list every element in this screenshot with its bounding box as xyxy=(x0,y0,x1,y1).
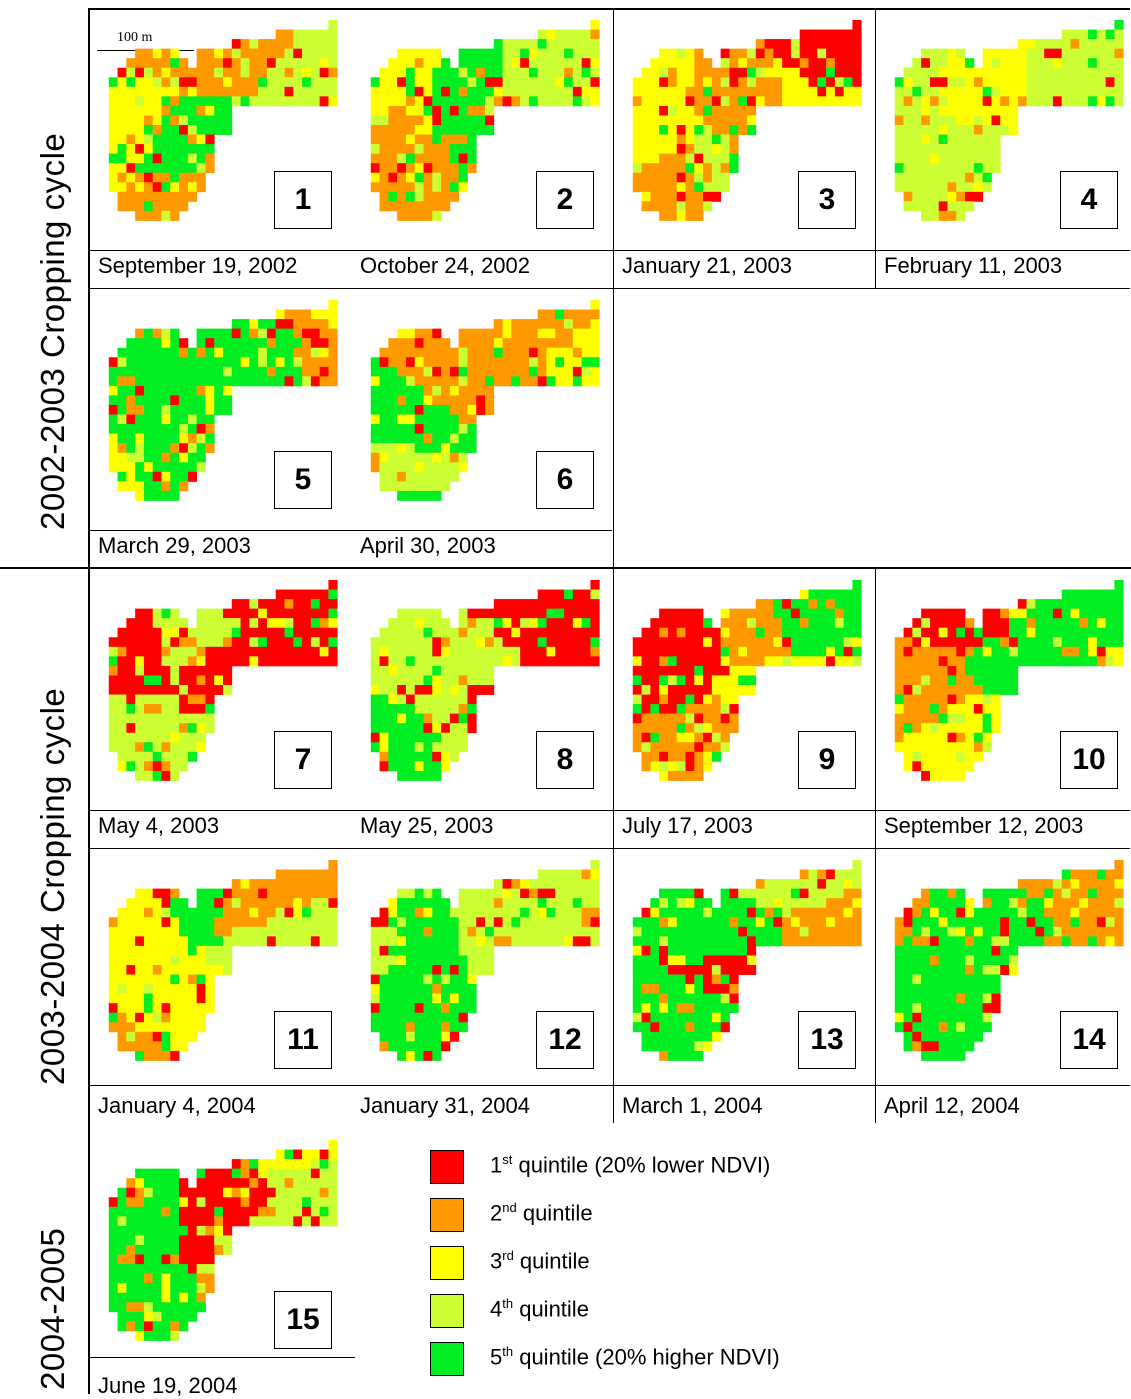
date-baseline xyxy=(89,1357,355,1358)
panel-number-3: 3 xyxy=(798,171,856,229)
legend-label-3: 3rd quintile xyxy=(490,1248,590,1274)
ndvi-map-10 xyxy=(894,580,1124,781)
panel-number-9: 9 xyxy=(798,731,856,789)
panel-date-11: January 4, 2004 xyxy=(98,1093,256,1118)
frame-top-line xyxy=(88,8,1130,10)
ndvi-map-5 xyxy=(108,300,338,501)
col-line xyxy=(613,288,614,567)
ndvi-map-14 xyxy=(894,860,1124,1061)
scale-bar-label: 100 m xyxy=(117,30,153,45)
ndvi-map-11 xyxy=(108,860,338,1061)
panel-number-8: 8 xyxy=(536,731,594,789)
panel-number-15: 15 xyxy=(274,1291,332,1349)
panel-date-2: October 24, 2002 xyxy=(360,253,531,278)
legend-label-5: 5th quintile (20% higher NDVI) xyxy=(490,1344,780,1370)
row-line xyxy=(88,848,1130,849)
ndvi-map-15 xyxy=(108,1140,338,1341)
legend-swatch-3 xyxy=(430,1246,464,1280)
panel-date-7: May 4, 2003 xyxy=(98,813,220,838)
col-line xyxy=(613,8,614,288)
frame-left-line xyxy=(88,8,90,1394)
date-baseline xyxy=(89,1085,1130,1086)
legend-swatch-2 xyxy=(430,1198,464,1232)
panel-number-1: 1 xyxy=(274,171,332,229)
panel-date-10: September 12, 2003 xyxy=(884,813,1084,838)
cycle-label-2003-2004: 2003-2004 Cropping cycle xyxy=(34,687,71,1085)
panel-number-4: 4 xyxy=(1060,171,1118,229)
cycle-label-2002-2003: 2002-2003 Cropping cycle xyxy=(34,132,71,530)
legend-swatch-1 xyxy=(430,1150,464,1184)
panel-date-8: May 25, 2003 xyxy=(360,813,494,838)
panel-number-13: 13 xyxy=(798,1011,856,1069)
panel-date-4: February 11, 2003 xyxy=(884,253,1063,278)
col-line xyxy=(613,849,614,1123)
panel-date-15: June 19, 2004 xyxy=(98,1373,238,1398)
ndvi-map-9 xyxy=(632,580,862,781)
ndvi-map-13 xyxy=(632,860,862,1061)
legend-label-1: 1st quintile (20% lower NDVI) xyxy=(490,1152,771,1178)
ndvi-map-8 xyxy=(370,580,600,781)
legend-swatch-4 xyxy=(430,1294,464,1328)
ndvi-map-1 xyxy=(108,20,338,221)
date-baseline xyxy=(89,530,612,531)
panel-number-6: 6 xyxy=(536,451,594,509)
panel-date-6: April 30, 2003 xyxy=(360,533,496,558)
panel-date-13: March 1, 2004 xyxy=(622,1093,763,1118)
ndvi-map-12 xyxy=(370,860,600,1061)
legend-label-4: 4th quintile xyxy=(490,1296,589,1322)
ndvi-map-3 xyxy=(632,20,862,221)
panel-number-11: 11 xyxy=(274,1011,332,1069)
row-line xyxy=(88,288,1130,289)
panel-number-10: 10 xyxy=(1060,731,1118,789)
panel-number-2: 2 xyxy=(536,171,594,229)
section-divider xyxy=(0,567,1131,569)
col-line xyxy=(875,569,876,848)
panel-date-12: January 31, 2004 xyxy=(360,1093,531,1118)
ndvi-map-4 xyxy=(894,20,1124,221)
date-baseline xyxy=(89,810,1130,811)
legend-swatch-5 xyxy=(430,1342,464,1376)
legend-label-2: 2nd quintile xyxy=(490,1200,593,1226)
panel-date-5: March 29, 2003 xyxy=(98,533,251,558)
ndvi-map-6 xyxy=(370,300,600,501)
date-baseline xyxy=(89,250,1130,251)
panel-number-5: 5 xyxy=(274,451,332,509)
panel-number-7: 7 xyxy=(274,731,332,789)
ndvi-map-7 xyxy=(108,580,338,781)
ndvi-map-2 xyxy=(370,20,600,221)
col-line xyxy=(875,8,876,288)
panel-number-14: 14 xyxy=(1060,1011,1118,1069)
col-line xyxy=(613,569,614,848)
panel-date-9: July 17, 2003 xyxy=(622,813,753,838)
panel-date-1: September 19, 2002 xyxy=(98,253,298,278)
panel-number-12: 12 xyxy=(536,1011,594,1069)
col-line xyxy=(875,849,876,1123)
panel-date-14: April 12, 2004 xyxy=(884,1093,1020,1118)
panel-date-3: January 21, 2003 xyxy=(622,253,793,278)
cycle-label-2004-2005: 2004-2005 xyxy=(34,1227,71,1390)
